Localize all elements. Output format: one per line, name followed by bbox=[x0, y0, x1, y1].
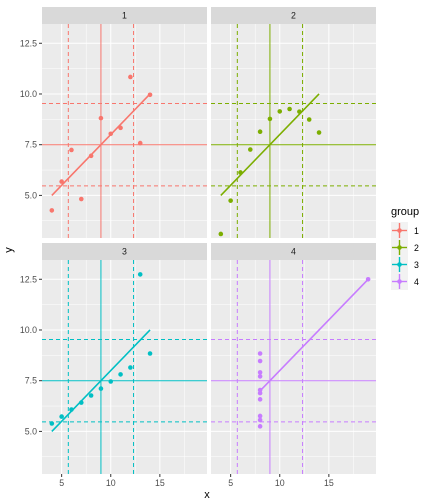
x-tick-label: 15 bbox=[155, 478, 165, 488]
data-point bbox=[128, 365, 133, 370]
data-point bbox=[108, 379, 114, 384]
y-tick-label: 7.5 bbox=[25, 376, 37, 386]
data-point bbox=[218, 231, 224, 237]
data-point bbox=[257, 374, 263, 379]
legend-key-point bbox=[397, 228, 402, 233]
panel-background bbox=[42, 24, 207, 238]
data-point bbox=[257, 424, 263, 429]
facet-panel-2: 2 bbox=[211, 7, 376, 238]
y-tick-label: 7.5 bbox=[25, 140, 37, 150]
strip-label: 2 bbox=[291, 11, 296, 21]
legend-label: 2 bbox=[414, 243, 419, 253]
y-tick-label: 5.0 bbox=[25, 426, 37, 436]
data-point bbox=[238, 170, 243, 175]
data-point bbox=[147, 351, 153, 356]
legend-item-4: 4 bbox=[391, 273, 419, 290]
data-point bbox=[78, 400, 84, 405]
y-tick-label: 12.5 bbox=[20, 38, 37, 48]
facet-panel-1: 1 5.0 7.5 10.0 12.5 bbox=[20, 7, 207, 238]
data-point bbox=[257, 358, 263, 364]
y-tick-label: 12.5 bbox=[20, 274, 37, 284]
data-point bbox=[228, 198, 233, 203]
regression-line bbox=[51, 329, 151, 432]
data-point bbox=[118, 372, 123, 377]
legend-label: 3 bbox=[414, 260, 419, 270]
panel-background bbox=[211, 260, 376, 474]
x-tick-label: 10 bbox=[275, 478, 285, 488]
legend-item-3: 3 bbox=[391, 256, 419, 273]
y-axis-title: y bbox=[3, 247, 15, 253]
legend-key-point bbox=[397, 245, 402, 250]
strip-background bbox=[42, 243, 207, 260]
x-tick-label: 10 bbox=[106, 478, 116, 488]
data-point bbox=[98, 386, 104, 391]
strip-background bbox=[211, 243, 376, 260]
legend-item-2: 2 bbox=[391, 239, 419, 256]
data-point bbox=[88, 393, 94, 398]
regression-line bbox=[220, 93, 320, 196]
data-point bbox=[277, 109, 283, 114]
data-point bbox=[257, 413, 263, 419]
panel-background bbox=[211, 24, 376, 238]
data-point bbox=[365, 276, 371, 282]
data-point bbox=[257, 417, 263, 423]
data-point bbox=[118, 125, 123, 131]
strip-label: 1 bbox=[122, 11, 127, 21]
x-axis-title: x bbox=[204, 489, 210, 501]
data-point bbox=[69, 147, 74, 153]
legend-key-point bbox=[397, 279, 402, 284]
data-point bbox=[108, 131, 114, 137]
strip-background bbox=[211, 7, 376, 24]
data-point bbox=[257, 397, 263, 402]
data-point bbox=[59, 179, 64, 184]
strip-label: 4 bbox=[291, 247, 296, 257]
y-tick-label: 5.0 bbox=[25, 190, 37, 200]
data-point bbox=[287, 106, 292, 112]
panel-background bbox=[42, 260, 207, 474]
data-point bbox=[306, 117, 312, 122]
data-point bbox=[49, 421, 55, 426]
data-point bbox=[257, 390, 263, 396]
x-tick-label: 15 bbox=[324, 478, 334, 488]
strip-label: 3 bbox=[122, 247, 127, 257]
strip-background bbox=[42, 7, 207, 24]
y-tick-label: 10.0 bbox=[20, 89, 37, 99]
legend-key-point bbox=[397, 262, 402, 267]
data-point bbox=[247, 147, 253, 152]
data-point bbox=[49, 208, 55, 213]
legend-label: 1 bbox=[414, 226, 419, 236]
y-tick-label: 10.0 bbox=[20, 325, 37, 335]
data-point bbox=[98, 115, 104, 121]
data-point bbox=[137, 140, 143, 146]
x-tick-label: 5 bbox=[228, 478, 233, 488]
data-point bbox=[137, 272, 143, 277]
data-point bbox=[267, 116, 273, 122]
data-point bbox=[88, 153, 94, 159]
data-point bbox=[128, 74, 133, 80]
legend-label: 4 bbox=[414, 277, 419, 287]
data-point bbox=[69, 407, 74, 412]
regression-line bbox=[259, 278, 369, 392]
data-point bbox=[316, 130, 322, 135]
data-point bbox=[257, 351, 263, 356]
legend-item-1: 1 bbox=[391, 222, 419, 239]
data-point bbox=[257, 129, 263, 135]
facet-panels: 1 5.0 7.5 10.0 12.5 2 3 5.0 7.5 10.0 12.5 5 10 15 4 5 10… bbox=[20, 7, 376, 488]
data-point bbox=[297, 109, 302, 114]
facet-panel-3: 3 5.0 7.5 10.0 12.5 5 10 15 bbox=[20, 243, 207, 488]
legend-title: group bbox=[391, 206, 419, 218]
data-point bbox=[147, 92, 153, 98]
data-point bbox=[78, 196, 84, 202]
facet-panel-4: 4 5 10 15 bbox=[211, 243, 376, 488]
regression-line bbox=[51, 93, 151, 196]
legend: 1 2 3 4 bbox=[391, 222, 419, 290]
data-point bbox=[257, 370, 263, 375]
x-tick-label: 5 bbox=[59, 478, 64, 488]
data-point bbox=[59, 414, 64, 419]
